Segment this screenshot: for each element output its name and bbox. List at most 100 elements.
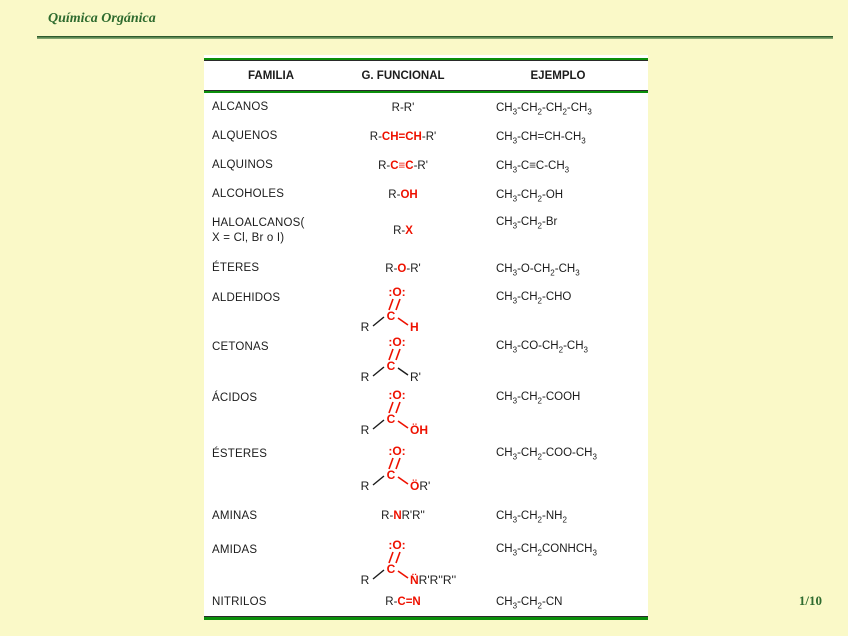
table-row: ÉSTERES :O: C R ÖR' CH3-CH2-COO-CH3 [204,440,648,496]
functional-group-highlight: CH=CH [381,130,422,143]
functional-group-highlight: C=N [397,596,421,608]
table-row: ALCANOS R-R' CH3-CH2-CH2-CH3 [204,93,648,122]
table-row: ALDEHIDOS:O: C R H CH3-CH2-CHO [204,284,648,334]
functional-group-text: R- [388,188,401,201]
example-formula: CH3-CH2-CN [496,596,563,611]
table-header-row: FAMILIA G. FUNCIONAL EJEMPLO [204,61,648,90]
table-bottom-rule-green [204,617,648,620]
example-cell: CH3-CH=CH-CH3 [468,122,648,151]
table-row: NITRILOS R- C=N CH3-CH2-CN [204,588,648,616]
functional-group-text: R- [385,596,398,608]
family-cell: ÁCIDOS [204,384,338,440]
example-formula: CH3-O-CH2-CH3 [496,262,580,277]
example-cell: CH3-CH2-CHO [468,284,648,333]
example-cell: CH3-O-CH2-CH3 [468,253,648,284]
svg-text:N̈R'R''R'': N̈R'R''R'' [410,572,456,587]
functional-group-highlight: N [393,510,402,522]
family-name: CETONAS [212,341,269,353]
svg-text::O:: :O: [388,538,405,552]
example-formula: CH3-CH2-COO-CH3 [496,447,597,462]
header-bottom-rule-black [204,90,648,91]
title-underline [37,36,833,39]
family-name: ALQUINOS [212,159,274,172]
family-name: AMINAS [212,509,258,522]
table-row: ALQUENOS R- CH=CH -R' CH3-CH=CH-CH3 [204,122,648,151]
example-formula: CH3-CH2-Br [496,216,558,231]
header-bottom-rule-green [204,91,648,93]
svg-text:H: H [410,320,419,334]
functional-groups-table: FAMILIA G. FUNCIONAL EJEMPLO ALCANOS R-R'… [204,55,648,620]
carbonyl-structure: :O: C R ÖH [361,388,428,437]
family-name: HALOALCANOS( [212,217,305,229]
table-row: CETONAS:O: C R R' CH3-CO-CH2-CH3 [204,333,648,384]
functional-group-cell: R- CH=CH -R' [338,122,468,151]
svg-text::O:: :O: [388,285,405,299]
functional-group-text: R-R' [391,101,415,114]
carbonyl-structure: :O: C R N̈R'R''R'' [361,538,456,587]
functional-group-text: -R' [413,159,428,172]
carbonyl-structure: :O: C R H [361,285,419,334]
table-row: ALCOHOLES R- OH CH3-CH2-OH [204,180,648,209]
table-top-rule-black [204,60,648,61]
example-cell: CH3-CH2-CH2-CH3 [468,93,648,122]
example-formula: CH3-CH=CH-CH3 [496,130,586,145]
table-bottom-rule-black [204,616,648,617]
example-cell: CH3-CH2-NH2 [468,496,648,536]
header-familia: FAMILIA [248,69,294,82]
family-name: ÉTERES [212,262,260,275]
svg-text:R: R [361,320,370,334]
family-cell: NITRILOS [204,588,338,616]
table-top-rule-green [204,58,648,60]
svg-text::O:: :O: [388,388,405,402]
carbonyl-structure: :O: C R R' [361,335,421,384]
svg-text:C: C [387,562,396,576]
functional-group-text: R- [369,130,382,143]
functional-group-highlight: C≡C [390,159,414,172]
family-name: ALQUENOS [212,130,278,143]
family-cell: ÉSTERES [204,440,338,496]
functional-group-cell: R- X [338,209,468,253]
slide-title: Química Orgánica [48,11,156,26]
family-cell: ÉTERES [204,253,338,284]
table-row: HALOALCANOS( X = Cl, Br o I) R- X CH3-CH2-Br [204,209,648,253]
family-name: ALCOHOLES [212,188,285,201]
functional-group-text: -R' [421,130,437,143]
header-ejemplo: EJEMPLO [530,69,586,82]
table-row: ÁCIDOS:O: C R ÖH CH3-CH2-COOH [204,384,648,440]
family-cell: ALQUINOS [204,151,338,180]
carbonyl-structure: :O: C R ÖR' [361,444,431,493]
example-formula: CH3-CH2-OH [496,188,564,203]
example-cell: CH3-CO-CH2-CH3 [468,333,648,384]
table-row: ÉTERES R- O -R' CH3-O-CH2-CH3 [204,253,648,284]
example-cell: CH3-C≡C-CH3 [468,151,648,180]
family-name: ÉSTERES [212,448,268,460]
family-cell: ALCOHOLES [204,180,338,209]
example-formula: CH3-CO-CH2-CH3 [496,340,588,355]
svg-text:C: C [387,468,396,482]
header-funcional: G. FUNCIONAL [361,69,445,82]
example-cell: CH3-CH2-COO-CH3 [468,440,648,496]
table-body: ALCANOS R-R' CH3-CH2-CH2-CH3 ALQUENOS R- CH=C… [204,93,648,616]
family-name-line2: X = Cl, Br o I) [212,231,285,244]
family-cell: CETONAS [204,333,338,384]
svg-text:R: R [361,423,370,437]
example-formula: CH3-CH2-CH2-CH3 [496,101,592,116]
functional-group-text: R- [393,225,406,237]
functional-group-cell: R- O -R' [338,253,468,284]
svg-text:C: C [387,359,396,373]
functional-group-highlight: X [405,225,413,237]
functional-group-text: R- [378,159,391,172]
example-cell: CH3-CH2-CN [468,588,648,616]
family-cell: ALCANOS [204,93,338,122]
svg-text:ÖR': ÖR' [410,478,430,493]
functional-group-highlight: OH [400,188,418,201]
functional-group-text: -R' [406,262,421,275]
svg-text:C: C [387,309,396,323]
table-row: AMIDAS:O: C R N̈R'R''R'' CH3-CH2CONHCH3 [204,536,648,588]
functional-group-text: R- [385,262,398,275]
example-cell: CH3-CH2-Br [468,209,648,253]
functional-group-cell: R- C=N [338,588,468,616]
svg-text::O:: :O: [388,335,405,349]
page-number: 1/10 [798,593,822,608]
